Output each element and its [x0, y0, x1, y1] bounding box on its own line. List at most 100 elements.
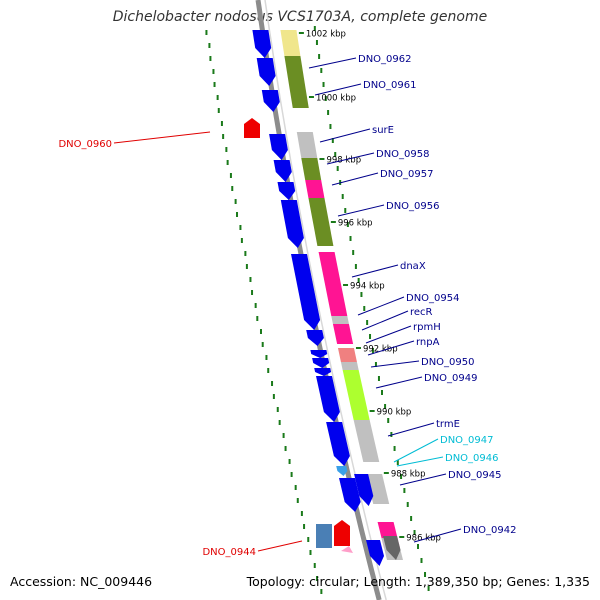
genome-summary: Topology: circular; Length: 1,389,350 bp…	[246, 574, 590, 589]
label-leader-line	[399, 473, 447, 486]
gene-label: surE	[372, 125, 394, 136]
gc-dot	[217, 108, 220, 113]
gc-dot	[374, 362, 377, 367]
gc-dot	[265, 355, 268, 360]
gc-dot	[309, 550, 312, 555]
gene-arrow-forward	[314, 368, 332, 376]
scale-label: 992 kbp	[363, 345, 398, 355]
gene-arrow-forward	[252, 30, 272, 58]
gc-dot	[276, 407, 279, 412]
gc-dot	[259, 329, 262, 334]
label-leader-line	[308, 57, 357, 69]
gene-arrow-forward	[383, 536, 401, 560]
scale-label: 990 kbp	[377, 408, 412, 418]
gene-label: rpmH	[413, 322, 441, 333]
gene-label: DNO_0945	[448, 470, 502, 481]
label-leader-line	[357, 296, 405, 316]
gene-label: rnpA	[416, 337, 440, 348]
label-leader-line	[257, 540, 303, 552]
gc-dot	[416, 544, 419, 549]
gc-dot	[420, 558, 423, 563]
gene-arrow-forward	[280, 200, 304, 248]
scale-label: 1000 kbp	[316, 94, 356, 104]
cog-segment	[340, 362, 359, 370]
gc-dot	[363, 306, 366, 311]
gc-dot	[254, 303, 257, 308]
gene-arrow-reverse	[244, 118, 260, 138]
cog-segment	[280, 30, 301, 56]
label-leader-line	[393, 438, 439, 463]
gene-arrow-forward	[306, 330, 324, 346]
gc-dot	[209, 56, 212, 61]
label-leader-line	[319, 128, 371, 143]
gc-dot	[384, 404, 387, 409]
gc-dot	[234, 199, 237, 204]
cog-segment	[318, 252, 348, 316]
gc-dot	[380, 390, 383, 395]
cog-segment	[342, 370, 370, 420]
gc-dot	[366, 320, 369, 325]
gc-dot	[334, 152, 337, 157]
gene-arrow-forward	[339, 478, 361, 512]
label-leader-line	[113, 131, 211, 144]
gc-dot	[244, 251, 247, 256]
gene-label: DNO_0944	[202, 547, 256, 558]
gc-dot	[313, 26, 316, 31]
gene-feature	[316, 524, 332, 548]
cog-segment	[284, 56, 306, 88]
cog-segment	[308, 198, 334, 246]
gc-dot	[352, 250, 355, 255]
scale-label: 996 kbp	[338, 219, 373, 229]
gc-dot	[327, 110, 330, 115]
gc-dot	[396, 460, 399, 465]
gc-dot	[245, 264, 248, 269]
gc-dot	[303, 524, 306, 529]
gc-dot	[290, 472, 293, 477]
gc-dot	[390, 432, 393, 437]
label-leader-line	[396, 456, 444, 467]
gc-dot	[239, 225, 242, 230]
gc-dot	[371, 348, 374, 353]
gene-arrow-forward	[326, 422, 350, 466]
gc-dot	[331, 138, 334, 143]
cog-segment	[332, 324, 354, 344]
gc-dot	[212, 69, 215, 74]
cog-segment	[331, 316, 349, 324]
gene-arrow-forward	[261, 90, 280, 112]
gc-dot	[427, 586, 430, 591]
cog-segment	[337, 348, 357, 362]
gc-dot	[346, 222, 349, 227]
gc-dot	[284, 446, 287, 451]
gene-arrow-forward	[273, 160, 292, 182]
small-feature	[341, 546, 353, 553]
scale-label: 986 kbp	[406, 534, 441, 544]
gc-dot	[261, 342, 264, 347]
gc-dot	[208, 43, 211, 48]
gene-arrow-forward	[269, 134, 288, 160]
gc-dot	[307, 537, 310, 542]
gc-dot	[413, 530, 416, 535]
gene-label: recR	[410, 307, 433, 318]
gene-label: DNO_0957	[380, 169, 434, 180]
gc-dot	[320, 68, 323, 73]
gc-dot	[272, 394, 275, 399]
label-leader-line	[413, 528, 462, 543]
gc-dot	[226, 160, 229, 165]
gc-dot	[360, 292, 363, 297]
gc-dot	[403, 488, 406, 493]
gc-dot	[322, 82, 325, 87]
gene-label: dnaX	[400, 261, 426, 272]
gene-label: DNO_0954	[406, 293, 460, 304]
cog-segment	[289, 88, 309, 108]
gc-dot	[349, 236, 352, 241]
cog-segment	[353, 420, 380, 462]
gene-label: DNO_0958	[376, 149, 430, 160]
label-leader-line	[387, 422, 435, 437]
gene-arrow-forward	[277, 182, 296, 200]
gc-dot	[231, 186, 234, 191]
scale-label: 1002 kbp	[306, 30, 346, 40]
gc-dot	[296, 498, 299, 503]
